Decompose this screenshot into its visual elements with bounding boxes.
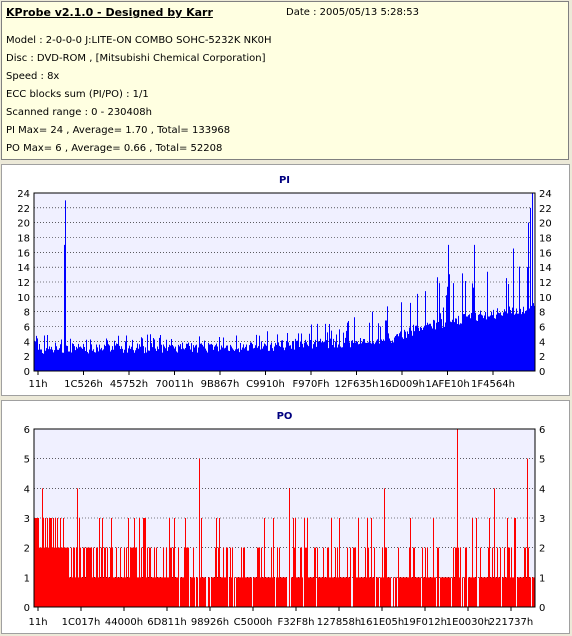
y-tick-label-left: 4 [24,337,30,348]
y-tick-label-left: 0 [24,367,30,378]
info-ecc: ECC blocks sum (PI/PO) : 1/1 [6,89,149,100]
y-tick-label-right: 20 [539,219,552,230]
info-po-summary: PO Max= 6 , Average= 0.66 , Total= 52208 [6,143,223,154]
y-tick-label-left: 20 [17,219,30,230]
x-tick-label: 6D811h [147,617,187,628]
y-tick-label-left: 6 [24,425,30,436]
y-tick-label-right: 3 [539,514,545,525]
y-tick-label-left: 4 [24,484,30,495]
y-tick-label-right: 16 [539,248,552,259]
app-title: KProbe v2.1.0 - Designed by Karr [6,6,213,19]
y-tick-label-right: 1 [539,573,545,584]
info-speed: Speed : 8x [6,71,60,82]
x-tick-label: 221737h [489,617,534,628]
x-tick-label: 127858h [317,617,362,628]
info-range: Scanned range : 0 - 230408h [6,107,152,118]
x-tick-label: 98926h [191,617,229,628]
y-tick-label-left: 2 [24,352,30,363]
y-tick-label-right: 4 [539,484,545,495]
y-tick-label-left: 24 [17,189,30,200]
x-tick-label: C5000h [234,617,273,628]
y-tick-label-left: 10 [17,293,30,304]
y-tick-label-left: 1 [24,573,30,584]
x-tick-label: F32F8h [278,617,315,628]
y-tick-label-right: 22 [539,204,552,215]
x-tick-label: 161E05h [360,617,404,628]
y-tick-label-right: 5 [539,455,545,466]
scan-date: Date : 2005/05/13 5:28:53 [286,7,419,18]
y-tick-label-right: 10 [539,293,552,304]
y-tick-label-left: 22 [17,204,30,215]
po-chart: PO 0 0 1 1 2 2 3 3 4 4 5 5 6 6 11h 1C017h 44000h 6D811h 989… [24,411,546,628]
x-tick-label: 11h [28,379,47,390]
info-model: Model : 2-0-0-0 J:LITE-ON COMBO SOHC-523… [6,35,272,46]
y-tick-label-left: 14 [17,263,30,274]
x-tick-label: 1F4564h [471,379,515,390]
x-tick-label: C9910h [246,379,285,390]
x-tick-label: F970Fh [293,379,330,390]
po-chart-panel: PO 0 0 1 1 2 2 3 3 4 4 5 5 6 6 11h 1C017h 44000h 6D811h 989… [1,400,570,634]
y-tick-label-right: 6 [539,323,545,334]
y-tick-label-right: 0 [539,367,545,378]
y-tick-label-right: 8 [539,308,545,319]
y-tick-label-right: 2 [539,352,545,363]
pi-chart-panel: PI 0 0 2 2 4 4 6 6 8 8 10 10 12 12 14 14 16 16 18 18 20 20 22 22… [1,164,570,396]
y-tick-label-right: 2 [539,544,545,555]
x-tick-label: 9B867h [201,379,240,390]
x-tick-label: 45752h [110,379,148,390]
y-tick-label-right: 14 [539,263,552,274]
y-tick-label-right: 4 [539,337,545,348]
info-disc: Disc : DVD-ROM , [Mitsubishi Chemical Co… [6,53,266,64]
x-tick-label: 1C526h [64,379,103,390]
plot-border [33,428,536,608]
info-panel: KProbe v2.1.0 - Designed by Karr Date : … [1,1,569,160]
y-tick-label-left: 12 [17,278,30,289]
x-tick-label: 19F012h [403,617,447,628]
y-tick-label-left: 5 [24,455,30,466]
y-tick-label-right: 12 [539,278,552,289]
y-tick-label-right: 6 [539,425,545,436]
x-tick-label: 1E0030h [446,617,490,628]
chart-title: PI [279,175,290,186]
x-tick-label: 44000h [105,617,143,628]
info-pi-summary: PI Max= 24 , Average= 1.70 , Total= 1339… [6,125,231,136]
y-tick-label-right: 0 [539,603,545,614]
y-tick-label-left: 2 [24,544,30,555]
y-tick-label-left: 0 [24,603,30,614]
x-tick-label: 1C017h [62,617,101,628]
y-tick-label-right: 24 [539,189,552,200]
x-tick-label: 1AFE10h [425,379,469,390]
x-tick-label: 70011h [155,379,193,390]
y-tick-label-left: 6 [24,323,30,334]
x-tick-label: 12F635h [335,379,379,390]
y-tick-label-right: 18 [539,234,552,245]
y-tick-label-left: 16 [17,248,30,259]
plot-border [33,192,536,372]
y-tick-label-left: 3 [24,514,30,525]
chart-title: PO [277,411,293,422]
y-tick-label-left: 18 [17,234,30,245]
x-tick-label: 11h [28,617,47,628]
y-tick-label-left: 8 [24,308,30,319]
x-tick-label: 16D009h [379,379,425,390]
